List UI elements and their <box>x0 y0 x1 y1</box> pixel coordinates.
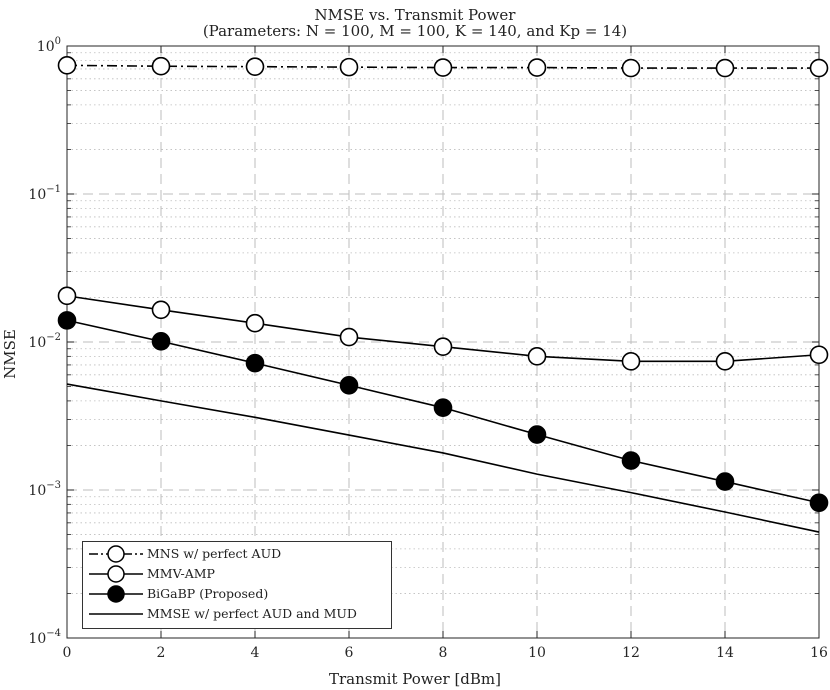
x-tick-label: 6 <box>345 645 354 661</box>
legend-symbol-mmse <box>89 613 143 615</box>
chart-subtitle: (Parameters: N = 100, M = 100, K = 140, … <box>202 22 628 40</box>
grid <box>67 46 819 638</box>
data-point-series-1 <box>433 337 453 356</box>
y-tick-label: 10−3 <box>28 480 61 499</box>
data-point-series-1 <box>245 313 265 333</box>
data-point-series-1 <box>57 286 77 306</box>
y-tick-label: 10−2 <box>28 332 61 351</box>
y-axis-label: NMSE <box>1 329 19 379</box>
data-point-series-0 <box>527 58 547 77</box>
x-tick-label: 10 <box>528 645 546 661</box>
y-tick-label: 10−4 <box>28 628 61 647</box>
data-point-series-0 <box>809 58 829 78</box>
axes: 0 2 4 6 8 10 12 14 16 100 10−1 10−2 10−3 10−4 <box>28 36 828 661</box>
x-tick-label: 4 <box>251 645 260 661</box>
data-point-series-0 <box>339 57 359 77</box>
data-point-series-1 <box>527 347 547 366</box>
legend-label-mns: MNS w/ perfect AUD <box>147 546 282 561</box>
data-point-series-1 <box>809 345 829 365</box>
y-tick-label: 100 <box>37 36 61 55</box>
x-tick-label: 8 <box>439 645 448 661</box>
data-point-series-2 <box>621 451 641 470</box>
legend-item-mmv-amp: MMV-AMP <box>83 564 391 584</box>
data-point-series-0 <box>715 58 735 78</box>
legend-label-bigabp: BiGaBP (Proposed) <box>147 586 269 601</box>
legend: MNS w/ perfect AUD MMV-AMP BiGaBP (Propo… <box>82 541 392 629</box>
data-point-series-1 <box>715 352 735 371</box>
data-point-series-2 <box>715 472 735 491</box>
data-point-series-2 <box>151 332 171 351</box>
series-line-3 <box>66 383 820 533</box>
data-point-series-2 <box>433 398 453 417</box>
legend-label-mmse: MMSE w/ perfect AUD and MUD <box>147 606 357 621</box>
data-point-series-2 <box>527 425 547 444</box>
legend-label-mmv-amp: MMV-AMP <box>147 566 215 581</box>
y-tick-label: 10−1 <box>28 184 61 203</box>
series-line-0 <box>66 64 819 69</box>
x-tick-label: 12 <box>622 645 640 661</box>
data-point-series-2 <box>245 353 265 373</box>
data-point-series-1 <box>621 352 641 371</box>
legend-item-mns: MNS w/ perfect AUD <box>83 544 391 564</box>
x-tick-label: 16 <box>810 645 828 661</box>
series <box>57 56 829 533</box>
data-point-series-0 <box>621 58 641 78</box>
data-point-series-0 <box>57 56 77 75</box>
chart-title: NMSE vs. Transmit Power <box>314 6 516 24</box>
legend-symbol-bigabp <box>89 585 143 603</box>
data-point-series-2 <box>809 493 829 513</box>
data-point-series-2 <box>339 375 359 395</box>
data-point-series-0 <box>151 56 171 76</box>
legend-item-mmse: MMSE w/ perfect AUD and MUD <box>83 604 391 624</box>
data-point-series-2 <box>57 311 77 330</box>
data-point-series-0 <box>433 58 453 77</box>
data-point-series-0 <box>245 57 265 76</box>
x-axis-label: Transmit Power [dBm] <box>328 670 502 688</box>
legend-item-bigabp: BiGaBP (Proposed) <box>83 584 391 604</box>
data-point-series-1 <box>339 327 359 347</box>
data-point-series-1 <box>151 300 171 320</box>
legend-symbol-mns <box>89 545 143 563</box>
legend-symbol-mmv-amp <box>89 565 143 583</box>
x-tick-label: 0 <box>63 645 72 661</box>
x-tick-label: 14 <box>716 645 734 661</box>
x-tick-label: 2 <box>157 645 166 661</box>
